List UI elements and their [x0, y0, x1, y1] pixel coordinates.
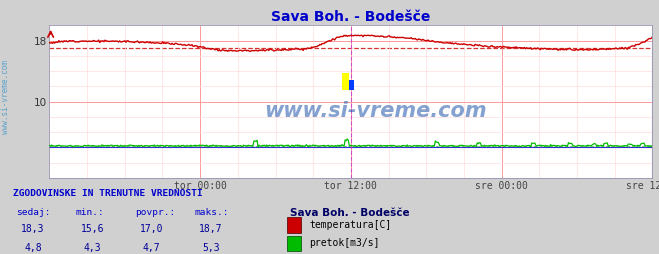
Text: 18,7: 18,7 — [199, 224, 223, 234]
Text: 4,8: 4,8 — [24, 243, 42, 253]
Bar — [349, 80, 354, 90]
Text: temperatura[C]: temperatura[C] — [309, 220, 391, 230]
Text: www.si-vreme.com: www.si-vreme.com — [1, 59, 10, 134]
Text: 18,3: 18,3 — [21, 224, 45, 234]
Text: maks.:: maks.: — [194, 208, 229, 217]
Text: min.:: min.: — [76, 208, 105, 217]
FancyBboxPatch shape — [287, 235, 301, 251]
Bar — [342, 73, 349, 90]
Title: Sava Boh. - Bodešče: Sava Boh. - Bodešče — [272, 10, 430, 24]
Text: sedaj:: sedaj: — [16, 208, 51, 217]
Text: 17,0: 17,0 — [140, 224, 163, 234]
Bar — [349, 80, 354, 90]
Text: Sava Boh. - Bodešče: Sava Boh. - Bodešče — [290, 208, 410, 218]
Text: pretok[m3/s]: pretok[m3/s] — [309, 238, 380, 248]
FancyBboxPatch shape — [287, 217, 301, 233]
Text: 4,7: 4,7 — [143, 243, 160, 253]
Text: 15,6: 15,6 — [80, 224, 104, 234]
Text: 4,3: 4,3 — [84, 243, 101, 253]
Text: povpr.:: povpr.: — [135, 208, 175, 217]
Text: 5,3: 5,3 — [202, 243, 219, 253]
Text: www.si-vreme.com: www.si-vreme.com — [264, 101, 486, 121]
Text: ZGODOVINSKE IN TRENUTNE VREDNOSTI: ZGODOVINSKE IN TRENUTNE VREDNOSTI — [13, 188, 203, 198]
